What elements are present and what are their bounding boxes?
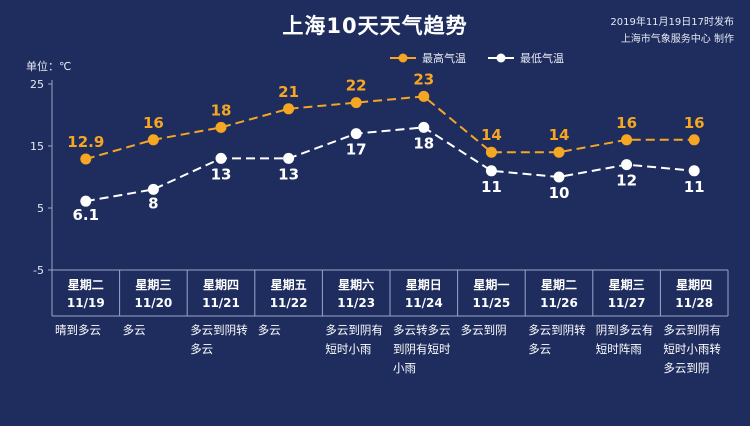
weather-description: 多云到阴转多云	[528, 323, 586, 356]
date-label: 11/24	[404, 296, 443, 310]
weather-description: 多云到阴	[460, 323, 507, 337]
point-low	[283, 152, 295, 164]
data-label-high: 22	[346, 77, 367, 95]
weekday-label: 星期四	[676, 278, 713, 292]
series-line-high	[85, 95, 695, 160]
day-header: 星期日 11/24	[390, 276, 458, 312]
weekday-label: 星期五	[270, 278, 307, 292]
point-low	[418, 121, 430, 133]
point-low	[350, 128, 362, 140]
weather-description: 多云转多云到阴有短时小雨	[393, 323, 451, 375]
page-title: 上海10天天气趋势	[282, 14, 468, 38]
weekday-label: 星期三	[608, 278, 645, 292]
data-label-low: 11	[684, 178, 705, 196]
day-header: 星期三 11/27	[593, 276, 661, 312]
chart-legend: 最高气温 最低气温	[390, 50, 586, 66]
weekday-label: 星期二	[67, 278, 104, 292]
weather-description: 晴到多云	[55, 323, 101, 337]
day-header: 星期二 11/26	[525, 276, 593, 312]
data-label-high: 21	[278, 83, 299, 101]
point-high	[418, 90, 430, 102]
data-label-high: 14	[481, 126, 502, 144]
point-low	[147, 183, 159, 195]
data-label-low: 11	[481, 178, 502, 196]
data-label-low: 13	[278, 165, 299, 183]
data-label-high: 12.9	[67, 133, 104, 151]
day-header: 星期三 11/20	[120, 276, 188, 312]
day-header: 星期四 11/28	[660, 276, 728, 312]
point-low	[215, 152, 227, 164]
data-label-low: 18	[413, 134, 434, 152]
data-label-low: 12	[616, 172, 637, 190]
weekday-label: 星期三	[135, 278, 172, 292]
weekday-label: 星期日	[405, 278, 442, 292]
weather-description: 多云到阴有短时小雨	[325, 323, 383, 356]
data-label-high: 18	[211, 101, 232, 119]
point-high	[553, 146, 565, 158]
producer: 上海市气象服务中心 制作	[620, 34, 734, 45]
point-low	[553, 171, 565, 183]
data-label-low: 10	[549, 184, 570, 202]
data-label-low: 6.1	[73, 206, 100, 224]
release-time: 2019年11月19日17时发布	[610, 17, 734, 28]
y-tick-label: 25	[30, 78, 44, 91]
date-label: 11/22	[269, 296, 308, 310]
date-label: 11/28	[675, 296, 714, 310]
date-label: 11/19	[66, 296, 105, 310]
legend-high-marker	[390, 53, 416, 63]
data-label-low: 13	[211, 165, 232, 183]
weather-description: 多云	[122, 323, 146, 337]
weekday-label: 星期四	[202, 278, 239, 292]
date-label: 11/23	[337, 296, 376, 310]
data-label-high: 16	[143, 114, 164, 132]
legend-item-high: 最高气温	[390, 50, 466, 66]
point-high	[283, 103, 295, 115]
legend-low-label: 最低气温	[520, 52, 564, 65]
point-high	[147, 134, 159, 146]
unit-label: 单位：℃	[26, 60, 72, 73]
weekday-label: 星期六	[338, 278, 375, 292]
weather-description: 多云	[257, 323, 281, 337]
day-header: 星期一 11/25	[458, 276, 526, 312]
day-header: 星期四 11/21	[187, 276, 255, 312]
weekday-label: 星期二	[540, 278, 577, 292]
y-tick-label: 15	[30, 140, 44, 153]
date-label: 11/27	[607, 296, 646, 310]
point-low	[621, 159, 633, 171]
point-high	[688, 134, 700, 146]
point-low	[80, 195, 92, 207]
y-tick-label: -5	[33, 264, 44, 277]
date-label: 11/25	[472, 296, 511, 310]
data-label-high: 23	[413, 70, 434, 88]
y-tick-label: 5	[37, 202, 44, 215]
weather-description: 多云到阴转多云	[190, 323, 248, 356]
point-high	[485, 146, 497, 158]
data-label-high: 14	[549, 126, 570, 144]
point-high	[215, 121, 227, 133]
series-line-low	[85, 126, 695, 203]
point-high	[621, 134, 633, 146]
point-high	[350, 97, 362, 109]
data-label-low: 17	[346, 141, 367, 159]
date-label: 11/26	[540, 296, 578, 310]
weather-description: 阴到多云有短时阵雨	[595, 323, 654, 356]
day-header: 星期五 11/22	[255, 276, 323, 312]
legend-item-low: 最低气温	[488, 50, 564, 66]
data-label-high: 16	[684, 114, 705, 132]
legend-low-marker	[488, 53, 514, 63]
date-label: 11/21	[202, 296, 240, 310]
point-high	[80, 153, 92, 165]
weekday-label: 星期一	[473, 278, 510, 292]
weather-description: 多云到阴有短时小雨转多云到阴	[663, 323, 721, 375]
data-label-low: 8	[148, 194, 158, 212]
day-header: 星期二 11/19	[52, 276, 120, 312]
data-label-high: 16	[616, 114, 637, 132]
publish-info: 2019年11月19日17时发布 上海市气象服务中心 制作	[610, 14, 734, 48]
day-header: 星期六 11/23	[322, 276, 390, 312]
point-low	[688, 165, 700, 177]
date-label: 11/20	[134, 296, 173, 310]
legend-high-label: 最高气温	[422, 52, 466, 65]
point-low	[485, 165, 497, 177]
